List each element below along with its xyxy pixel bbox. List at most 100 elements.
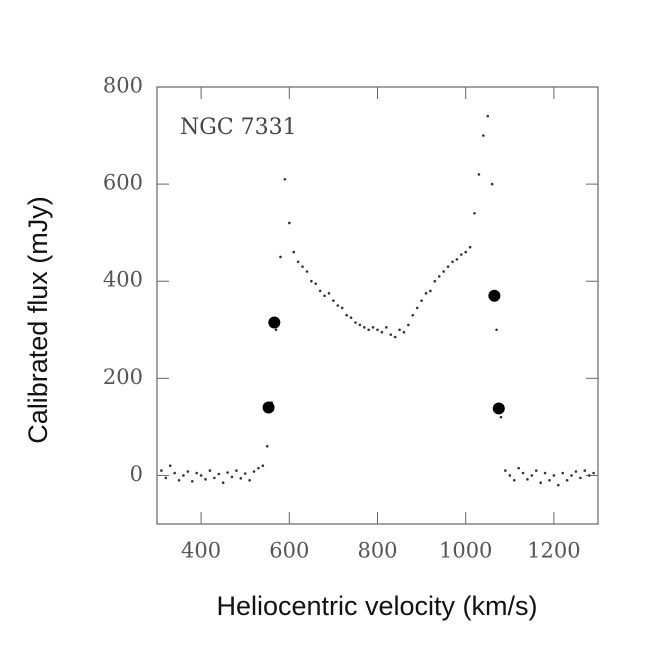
x-tick-label: 800 (357, 539, 397, 563)
data-point (257, 466, 260, 470)
data-point (468, 245, 472, 249)
data-point (495, 328, 498, 332)
plot-frame (156, 86, 599, 525)
data-point (473, 211, 476, 215)
data-point (274, 328, 278, 332)
data-point (182, 474, 185, 477)
data-point (208, 469, 212, 472)
data-point (398, 328, 401, 332)
data-point (415, 306, 419, 310)
data-point (235, 469, 238, 472)
data-point (367, 328, 370, 332)
data-point (499, 415, 503, 419)
data-point (459, 253, 463, 256)
data-point (486, 114, 490, 118)
annotation: NGC 7331 (180, 115, 297, 140)
data-point (437, 275, 441, 278)
data-point (239, 477, 243, 480)
data-point (477, 173, 481, 176)
data-point (283, 177, 287, 181)
data-point (230, 475, 234, 479)
data-point (221, 481, 225, 485)
data-point (354, 321, 357, 324)
data-point (376, 328, 379, 332)
data-point (446, 265, 450, 268)
y-tick-label: 0 (130, 462, 143, 486)
data-point (393, 335, 397, 339)
data-point (323, 294, 326, 298)
data-point (385, 326, 388, 329)
x-tick-label: 600 (269, 539, 309, 563)
data-point (186, 470, 190, 473)
data-point (539, 481, 542, 485)
data-point (204, 478, 207, 481)
data-point (164, 476, 168, 480)
data-point (217, 472, 221, 476)
data-point (332, 299, 335, 302)
data-point (490, 182, 494, 186)
data-point (310, 279, 313, 283)
data-point (327, 292, 331, 295)
x-axis-title: Heliocentric velocity (km/s) (216, 591, 537, 621)
data-point (451, 260, 454, 264)
data-point (362, 326, 366, 329)
data-point (420, 299, 423, 302)
y-tick-label: 600 (103, 171, 143, 195)
data-point (534, 469, 538, 472)
data-point (442, 270, 445, 273)
data-point (561, 471, 565, 475)
data-point (305, 270, 309, 273)
data-point (371, 326, 375, 329)
data-point (433, 279, 437, 283)
data-point (411, 313, 415, 317)
data-point (195, 471, 198, 475)
data-point (262, 401, 275, 414)
data-point (336, 304, 340, 307)
data-point (345, 313, 348, 317)
data-point (570, 474, 573, 477)
data-point (565, 479, 569, 482)
data-point (340, 306, 344, 310)
data-point (318, 289, 322, 293)
data-point (583, 469, 587, 472)
data-point (265, 445, 269, 448)
data-point (526, 478, 529, 481)
data-point (521, 471, 525, 475)
data-point (530, 474, 534, 477)
data-point (292, 250, 296, 254)
data-point (512, 479, 516, 482)
data-point (424, 292, 428, 295)
y-tick-label: 800 (103, 74, 143, 98)
data-point (296, 260, 300, 264)
data-point (543, 471, 547, 475)
data-point (380, 330, 384, 334)
data-point (504, 469, 507, 472)
data-point (592, 471, 595, 475)
y-tick-label: 400 (103, 268, 143, 292)
data-point (314, 282, 318, 285)
data-point (190, 479, 194, 483)
data-point (429, 289, 432, 293)
data-point (464, 250, 468, 254)
data-point (389, 333, 393, 336)
data-point (402, 330, 406, 334)
data-point (579, 476, 582, 480)
data-point (482, 134, 485, 137)
x-tick-label: 1200 (527, 539, 580, 563)
data-point (160, 469, 163, 472)
data-point (213, 476, 216, 480)
data-point (557, 483, 560, 487)
data-point (279, 255, 282, 259)
data-point (243, 472, 247, 475)
data-point (508, 474, 512, 477)
data-point (173, 471, 176, 475)
data-point (574, 470, 578, 473)
x-tick-label: 1000 (439, 539, 492, 563)
data-point (407, 323, 410, 327)
data-point (288, 221, 291, 225)
data-point (488, 289, 501, 302)
data-point (301, 265, 304, 268)
data-point (226, 471, 229, 474)
data-point (492, 402, 505, 415)
